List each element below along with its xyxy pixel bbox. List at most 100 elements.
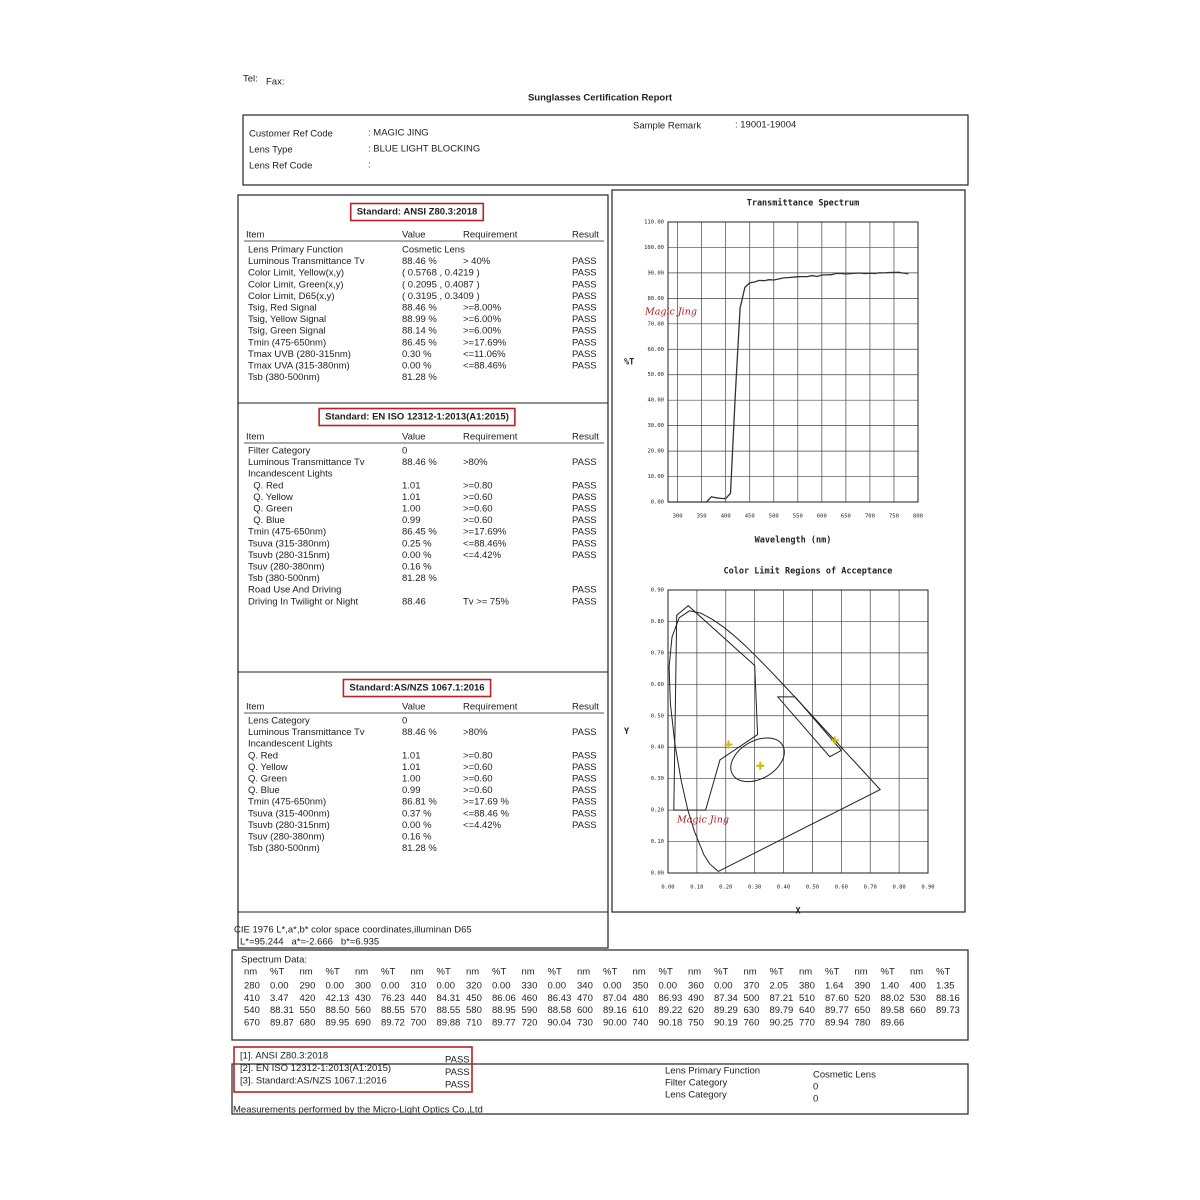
cell: Road Use And Driving [248,585,341,596]
column-header: Requirement [463,230,518,241]
col-nm: nm [522,967,535,978]
cell: 88.46 % [402,303,437,314]
col-t: %T [270,967,284,978]
x-axis-label: X [795,907,800,917]
sample-remark-label: Sample Remark [633,121,701,132]
cell: PASS [572,291,597,302]
t-cell: 0.00 [326,981,345,992]
cell: >=17.69% [463,527,507,538]
t-cell: 87.34 [714,993,738,1004]
t-cell: 88.58 [548,1005,572,1016]
d65-region [730,737,785,783]
t-cell: 87.21 [770,993,794,1004]
column-header: Result [572,432,599,443]
cell: Tmin (475-650nm) [248,797,326,808]
nm-cell: 730 [577,1017,593,1028]
cell: 86.45 % [402,337,437,348]
cie-values: L*=95.244 a*=-2.666 b*=6.935 [240,937,379,948]
cell: Tv >= 75% [463,596,509,607]
cell: Tsb (380-500nm) [248,372,320,383]
x-tick-label: 400 [721,514,731,520]
detail-value: 0 [813,1082,818,1093]
cell: Driving In Twilight or Night [248,596,359,607]
cell: 1.00 [402,504,421,515]
t-cell: 1.35 [936,981,955,992]
cell: 0.00 % [402,550,432,561]
x-tick-label: 0.90 [921,885,934,891]
cell: PASS [572,337,597,348]
t-cell: 84.31 [437,993,461,1004]
y-tick-label: 50.00 [647,372,664,378]
col-t: %T [936,967,950,978]
cell: >=0.60 [463,762,493,773]
t-cell: 0.00 [381,981,400,992]
detail-label: Lens Category [665,1090,727,1101]
t-cell: 88.16 [936,993,960,1004]
t-cell: 89.87 [270,1017,294,1028]
t-cell: 0.00 [492,981,511,992]
cell: >=0.60 [463,774,493,785]
cell: Cosmetic Lens [402,245,465,256]
t-cell: 89.16 [603,1005,627,1016]
cell: <=11.06% [463,349,506,360]
cell: 81.28 % [402,573,437,584]
cell: >=0.60 [463,515,493,526]
nm-cell: 350 [633,981,649,992]
yellow-region [776,696,843,758]
col-t: %T [770,967,784,978]
cell: Q. Green [248,504,292,515]
nm-cell: 600 [577,1005,593,1016]
column-header: Result [572,230,599,241]
nm-cell: 280 [244,981,260,992]
nm-cell: 460 [522,993,538,1004]
info-label: Lens Type [249,145,293,156]
summary-item: [3]. Standard:AS/NZS 1067.1:2016 [240,1076,387,1087]
cell: PASS [572,596,597,607]
y-tick-label: 0.00 [651,500,664,506]
x-tick-label: 600 [817,514,827,520]
cell: Tsig, Yellow Signal [248,314,326,325]
t-cell: 86.43 [548,993,572,1004]
t-cell: 0.00 [270,981,289,992]
cell: 88.14 % [402,326,437,337]
cell: Incandescent Lights [248,469,333,480]
column-header: Requirement [463,432,518,443]
t-cell: 89.73 [936,1005,960,1016]
nm-cell: 760 [744,1017,760,1028]
color-point [756,761,765,770]
nm-cell: 480 [633,993,649,1004]
title-highlight [342,678,492,698]
cell: 1.00 [402,774,421,785]
x-tick-label: 500 [769,514,779,520]
col-t: %T [825,967,839,978]
t-cell: 88.31 [270,1005,294,1016]
y-tick-label: 0.90 [651,588,664,594]
cell: 0.37 % [402,808,432,819]
cell: Q. Yellow [248,762,288,773]
detail-value: Cosmetic Lens [813,1070,876,1081]
cell: PASS [572,750,597,761]
x-tick-label: 0.60 [835,885,848,891]
cell: >=0.60 [463,504,493,515]
column-header: Item [246,432,265,443]
plot-frame [667,589,929,874]
footer: Measurements performed by the Micro-Ligh… [233,1105,483,1116]
nm-cell: 570 [411,1005,427,1016]
nm-cell: 390 [855,981,871,992]
nm-cell: 780 [855,1017,871,1028]
cell: ( 0.3195 , 0.3409 ) [402,291,480,302]
y-tick-label: 0.60 [651,682,664,688]
column-header: Item [246,702,265,713]
nm-cell: 360 [688,981,704,992]
cell: Tmin (475-650nm) [248,337,326,348]
nm-cell: 290 [300,981,316,992]
t-cell: 0.00 [548,981,567,992]
cell: PASS [572,303,597,314]
col-nm: nm [466,967,479,978]
y-tick-label: 70.00 [647,321,664,327]
cell: Tsuva (315-380nm) [248,538,330,549]
t-cell: 90.25 [770,1017,794,1028]
summary-highlight [233,1046,473,1093]
col-t: %T [659,967,673,978]
col-nm: nm [799,967,812,978]
